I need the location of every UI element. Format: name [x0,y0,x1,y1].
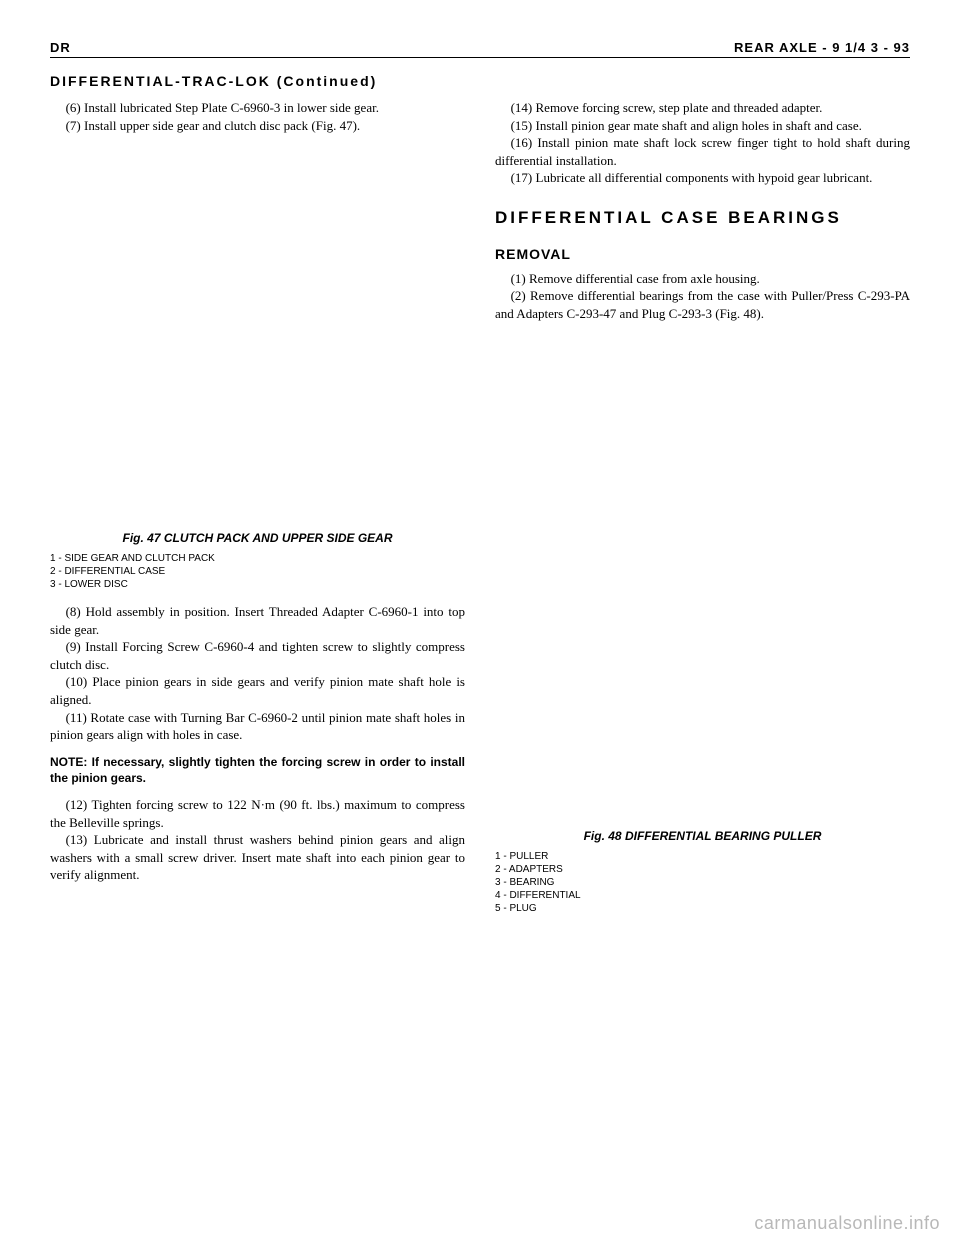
step-6: (6) Install lubricated Step Plate C-6960… [50,99,465,117]
page-header: DR REAR AXLE - 9 1/4 3 - 93 [50,40,910,58]
fig48-legend-5: 5 - PLUG [495,902,910,915]
left-column: (6) Install lubricated Step Plate C-6960… [50,99,465,927]
fig48-legend-1: 1 - PULLER [495,850,910,863]
figure-47-image [50,144,465,524]
header-right: REAR AXLE - 9 1/4 3 - 93 [734,40,910,55]
figure-48-image [495,332,910,822]
step-12: (12) Tighten forcing screw to 122 N·m (9… [50,796,465,831]
figure-48-caption: Fig. 48 DIFFERENTIAL BEARING PULLER [495,828,910,844]
note-text: NOTE: If necessary, slightly tighten the… [50,754,465,786]
step-9: (9) Install Forcing Screw C-6960-4 and t… [50,638,465,673]
two-column-layout: (6) Install lubricated Step Plate C-6960… [50,99,910,927]
removal-heading: REMOVAL [495,245,910,264]
removal-step-2: (2) Remove differential bearings from th… [495,287,910,322]
section-differential-case-bearings: DIFFERENTIAL CASE BEARINGS [495,207,910,230]
header-left: DR [50,40,71,55]
figure-48-legend: 1 - PULLER 2 - ADAPTERS 3 - BEARING 4 - … [495,850,910,915]
step-10: (10) Place pinion gears in side gears an… [50,673,465,708]
fig48-legend-3: 3 - BEARING [495,876,910,889]
step-16: (16) Install pinion mate shaft lock scre… [495,134,910,169]
step-8: (8) Hold assembly in position. Insert Th… [50,603,465,638]
step-11: (11) Rotate case with Turning Bar C-6960… [50,709,465,744]
watermark-text: carmanualsonline.info [754,1213,940,1234]
step-14: (14) Remove forcing screw, step plate an… [495,99,910,117]
fig48-legend-4: 4 - DIFFERENTIAL [495,889,910,902]
step-17: (17) Lubricate all differential componen… [495,169,910,187]
page-container: DR REAR AXLE - 9 1/4 3 - 93 DIFFERENTIAL… [0,0,960,947]
figure-47-caption: Fig. 47 CLUTCH PACK AND UPPER SIDE GEAR [50,530,465,546]
step-15: (15) Install pinion gear mate shaft and … [495,117,910,135]
figure-47-legend: 1 - SIDE GEAR AND CLUTCH PACK 2 - DIFFER… [50,552,465,591]
fig47-legend-2: 2 - DIFFERENTIAL CASE [50,565,465,578]
fig47-legend-3: 3 - LOWER DISC [50,578,465,591]
fig48-legend-2: 2 - ADAPTERS [495,863,910,876]
removal-step-1: (1) Remove differential case from axle h… [495,270,910,288]
step-7: (7) Install upper side gear and clutch d… [50,117,465,135]
continued-heading: DIFFERENTIAL-TRAC-LOK (Continued) [50,73,910,89]
right-column: (14) Remove forcing screw, step plate an… [495,99,910,927]
step-13: (13) Lubricate and install thrust washer… [50,831,465,884]
fig47-legend-1: 1 - SIDE GEAR AND CLUTCH PACK [50,552,465,565]
